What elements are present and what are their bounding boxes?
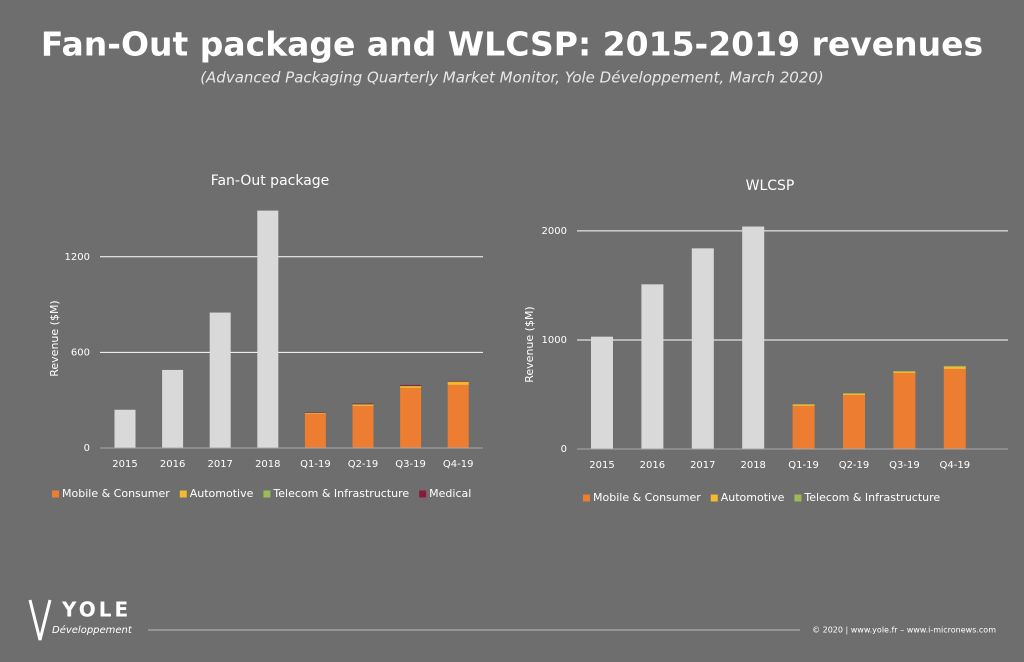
y-axis-label: Revenue ($M): [523, 306, 536, 382]
page-subtitle: (Advanced Packaging Quarterly Market Mon…: [200, 69, 824, 87]
bar-segment: [893, 371, 916, 372]
x-tick-label: 2017: [207, 459, 232, 470]
bar-segment: [304, 413, 326, 448]
legend-swatch: [710, 494, 718, 502]
bar-segment: [843, 395, 865, 449]
x-tick-label: 2015: [112, 459, 137, 470]
bar-segment: [792, 405, 815, 449]
footer-text: © 2020 | www.yole.fr – www.i-micronews.c…: [812, 626, 996, 635]
y-tick-label: 2000: [542, 226, 567, 237]
legend-swatch: [263, 490, 271, 498]
bar-segment: [792, 404, 815, 406]
x-tick-label: Q4-19: [443, 459, 474, 470]
x-tick-label: 2016: [640, 460, 665, 471]
chart-title: WLCSP: [746, 178, 795, 194]
legend-label: Telecom & Infrastructure: [272, 487, 409, 500]
bar-segment: [352, 404, 374, 406]
bar: [209, 312, 231, 448]
bar-segment: [447, 380, 469, 382]
bar: [691, 248, 714, 449]
bar-segment: [447, 384, 469, 448]
x-tick-label: Q1-19: [300, 459, 331, 470]
bar: [257, 210, 279, 448]
x-tick-label: 2017: [690, 460, 715, 471]
legend-label: Automotive: [190, 487, 254, 500]
bar-segment: [943, 366, 966, 369]
logo-tagline: Développement: [52, 624, 133, 636]
bar-segment: [943, 368, 966, 449]
bar: [742, 226, 765, 449]
y-axis-label: Revenue ($M): [48, 300, 61, 376]
bar-segment: [843, 393, 865, 394]
bar: [114, 409, 136, 448]
x-tick-label: Q2-19: [348, 459, 379, 470]
bar-segment: [400, 386, 422, 388]
legend-swatch: [52, 490, 59, 498]
bar-segment: [843, 393, 865, 396]
bar-segment: [893, 372, 916, 449]
page-title: Fan-Out package and WLCSP: 2015-2019 rev…: [41, 25, 983, 64]
legend-label: Medical: [429, 487, 471, 500]
x-tick-label: 2018: [740, 460, 765, 471]
y-tick-label: 600: [71, 347, 90, 358]
logo-name: YOLE: [61, 598, 131, 622]
y-tick-label: 1000: [542, 335, 567, 346]
x-tick-label: Q3-19: [395, 459, 426, 470]
bar: [162, 369, 184, 448]
y-tick-label: 0: [84, 443, 90, 454]
y-tick-label: 1200: [65, 252, 90, 263]
chart-title: Fan-Out package: [211, 173, 330, 189]
legend-label: Mobile & Consumer: [593, 491, 701, 504]
legend-swatch: [583, 494, 590, 502]
bar-segment: [447, 382, 469, 385]
x-tick-label: Q4-19: [940, 460, 971, 471]
x-tick-label: 2015: [589, 460, 614, 471]
bar-segment: [792, 404, 815, 405]
bar-segment: [304, 413, 326, 414]
x-tick-label: Q1-19: [788, 460, 819, 471]
legend-label: Telecom & Infrastructure: [803, 491, 940, 504]
bar: [641, 284, 664, 449]
bar-segment: [943, 365, 966, 367]
y-tick-label: 0: [561, 444, 567, 455]
x-tick-label: 2016: [160, 459, 185, 470]
bar-segment: [893, 371, 916, 373]
bar-segment: [400, 387, 422, 448]
bar-segment: [352, 405, 374, 448]
x-tick-label: 2018: [255, 459, 280, 470]
legend-swatch: [419, 490, 427, 498]
bar-segment: [352, 403, 374, 405]
bar: [591, 336, 613, 449]
legend-swatch: [179, 490, 187, 498]
bar-segment: [400, 384, 422, 386]
legend-label: Mobile & Consumer: [62, 487, 170, 500]
legend-swatch: [794, 494, 802, 502]
logo-mark: [28, 599, 52, 641]
x-tick-label: Q3-19: [889, 460, 920, 471]
x-tick-label: Q2-19: [839, 460, 870, 471]
legend-label: Automotive: [721, 491, 785, 504]
